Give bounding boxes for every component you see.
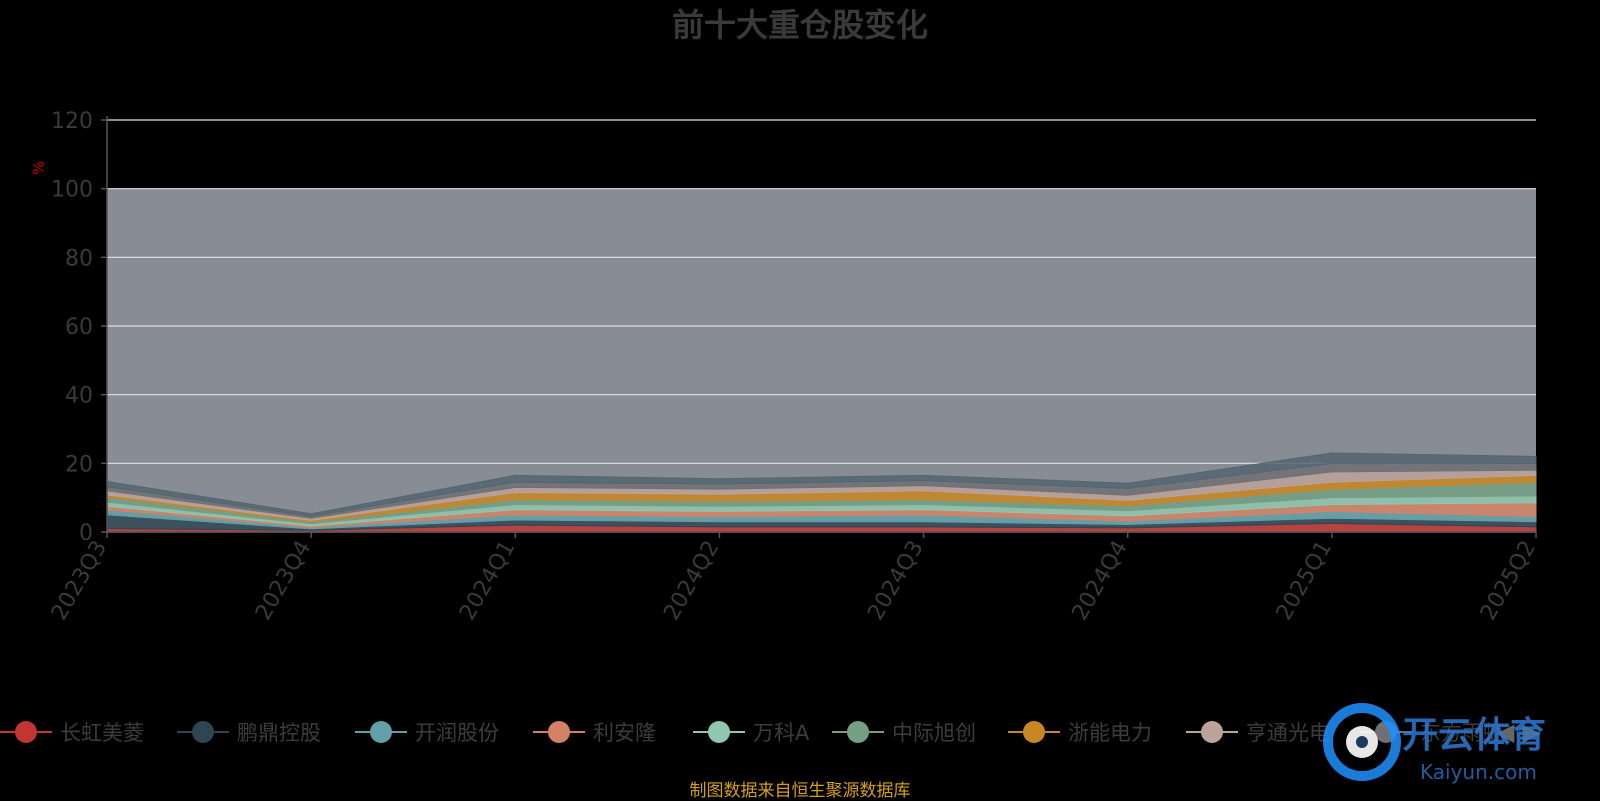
- legend-item[interactable]: 利安隆: [533, 712, 656, 752]
- legend-label: 利安隆: [593, 721, 656, 745]
- y-tick-label: 0: [79, 521, 93, 546]
- legend-item[interactable]: 开润股份: [355, 712, 499, 752]
- legend-item[interactable]: 东方雨虹: [1360, 712, 1504, 752]
- x-tick-label: 2024Q2: [659, 537, 724, 625]
- legend-label: 中际旭创: [892, 721, 976, 745]
- legend-label: 开润股份: [415, 721, 499, 745]
- x-tick-label: 2024Q1: [455, 537, 520, 625]
- legend-label: 鹏鼎控股: [237, 721, 321, 745]
- x-tick-label: 2024Q3: [863, 537, 928, 625]
- legend-marker-icon: [0, 720, 52, 744]
- legend-label: 浙能电力: [1068, 721, 1152, 745]
- stacked-area-chart: 长虹美菱鹏鼎控股开润股份利安隆万科A中际旭创浙能电力亨通光电东方雨虹宁德时代 0…: [30, 109, 1541, 625]
- x-tick-label: 2023Q4: [251, 537, 316, 625]
- legend-item[interactable]: 中际旭创: [832, 712, 976, 752]
- chevron-right-icon[interactable]: ▶: [1522, 718, 1541, 746]
- legend-item[interactable]: 长虹美菱: [0, 712, 144, 752]
- legend-label: 长虹美菱: [60, 721, 144, 745]
- y-tick-label: 80: [65, 246, 93, 271]
- axes: [101, 116, 1537, 538]
- legend-marker-icon: [355, 720, 407, 744]
- y-tick-label: 20: [65, 452, 93, 477]
- legend-marker-icon: [1186, 720, 1238, 744]
- x-tick-labels: 2023Q3 2023Q4 2024Q1 2024Q2 2024Q3 2024Q4 2025…: [47, 537, 1541, 625]
- legend-item[interactable]: 万科A: [693, 712, 809, 752]
- legend-item[interactable]: 亨通光电: [1186, 712, 1330, 752]
- y-axis-unit-label: %: [30, 161, 48, 175]
- series-area[interactable]: 宁德时代: [106, 452, 1537, 517]
- legend-marker-icon: [1360, 720, 1412, 744]
- chart-legend: 长虹美菱鹏鼎控股开润股份利安隆万科A中际旭创浙能电力亨通光电东方雨虹宁德时代: [0, 712, 1600, 752]
- legend-label: 万科A: [753, 721, 810, 745]
- legend-label: 东方雨虹: [1420, 721, 1504, 745]
- data-source-note: 制图数据来自恒生聚源数据库: [689, 781, 911, 801]
- chevron-left-icon[interactable]: ◀: [1496, 718, 1515, 746]
- legend-marker-icon: [832, 720, 884, 744]
- legend-pager: ◀ ▶: [1496, 718, 1541, 746]
- legend-marker-icon: [533, 720, 585, 744]
- legend-item[interactable]: 浙能电力: [1008, 712, 1152, 752]
- series-areas: 长虹美菱鹏鼎控股开润股份利安隆万科A中际旭创浙能电力亨通光电东方雨虹宁德时代: [106, 452, 1537, 533]
- chart-title: 前十大重仓股变化: [671, 6, 928, 44]
- x-tick-label: 2025Q2: [1476, 537, 1541, 625]
- legend-marker-icon: [177, 720, 229, 744]
- x-tick-label: 2023Q3: [47, 537, 112, 625]
- legend-marker-icon: [693, 720, 745, 744]
- x-tick-label: 2025Q1: [1272, 537, 1337, 625]
- y-tick-label: 120: [51, 109, 93, 134]
- y-tick-label: 40: [65, 384, 93, 409]
- legend-item[interactable]: 鹏鼎控股: [177, 712, 321, 752]
- y-tick-label: 100: [51, 178, 93, 203]
- y-tick-labels: 0 20 40 60 80 100 120: [51, 109, 93, 546]
- legend-marker-icon: [1008, 720, 1060, 744]
- y-tick-label: 60: [65, 315, 93, 340]
- legend-label: 亨通光电: [1246, 721, 1330, 745]
- x-tick-label: 2024Q4: [1068, 537, 1133, 625]
